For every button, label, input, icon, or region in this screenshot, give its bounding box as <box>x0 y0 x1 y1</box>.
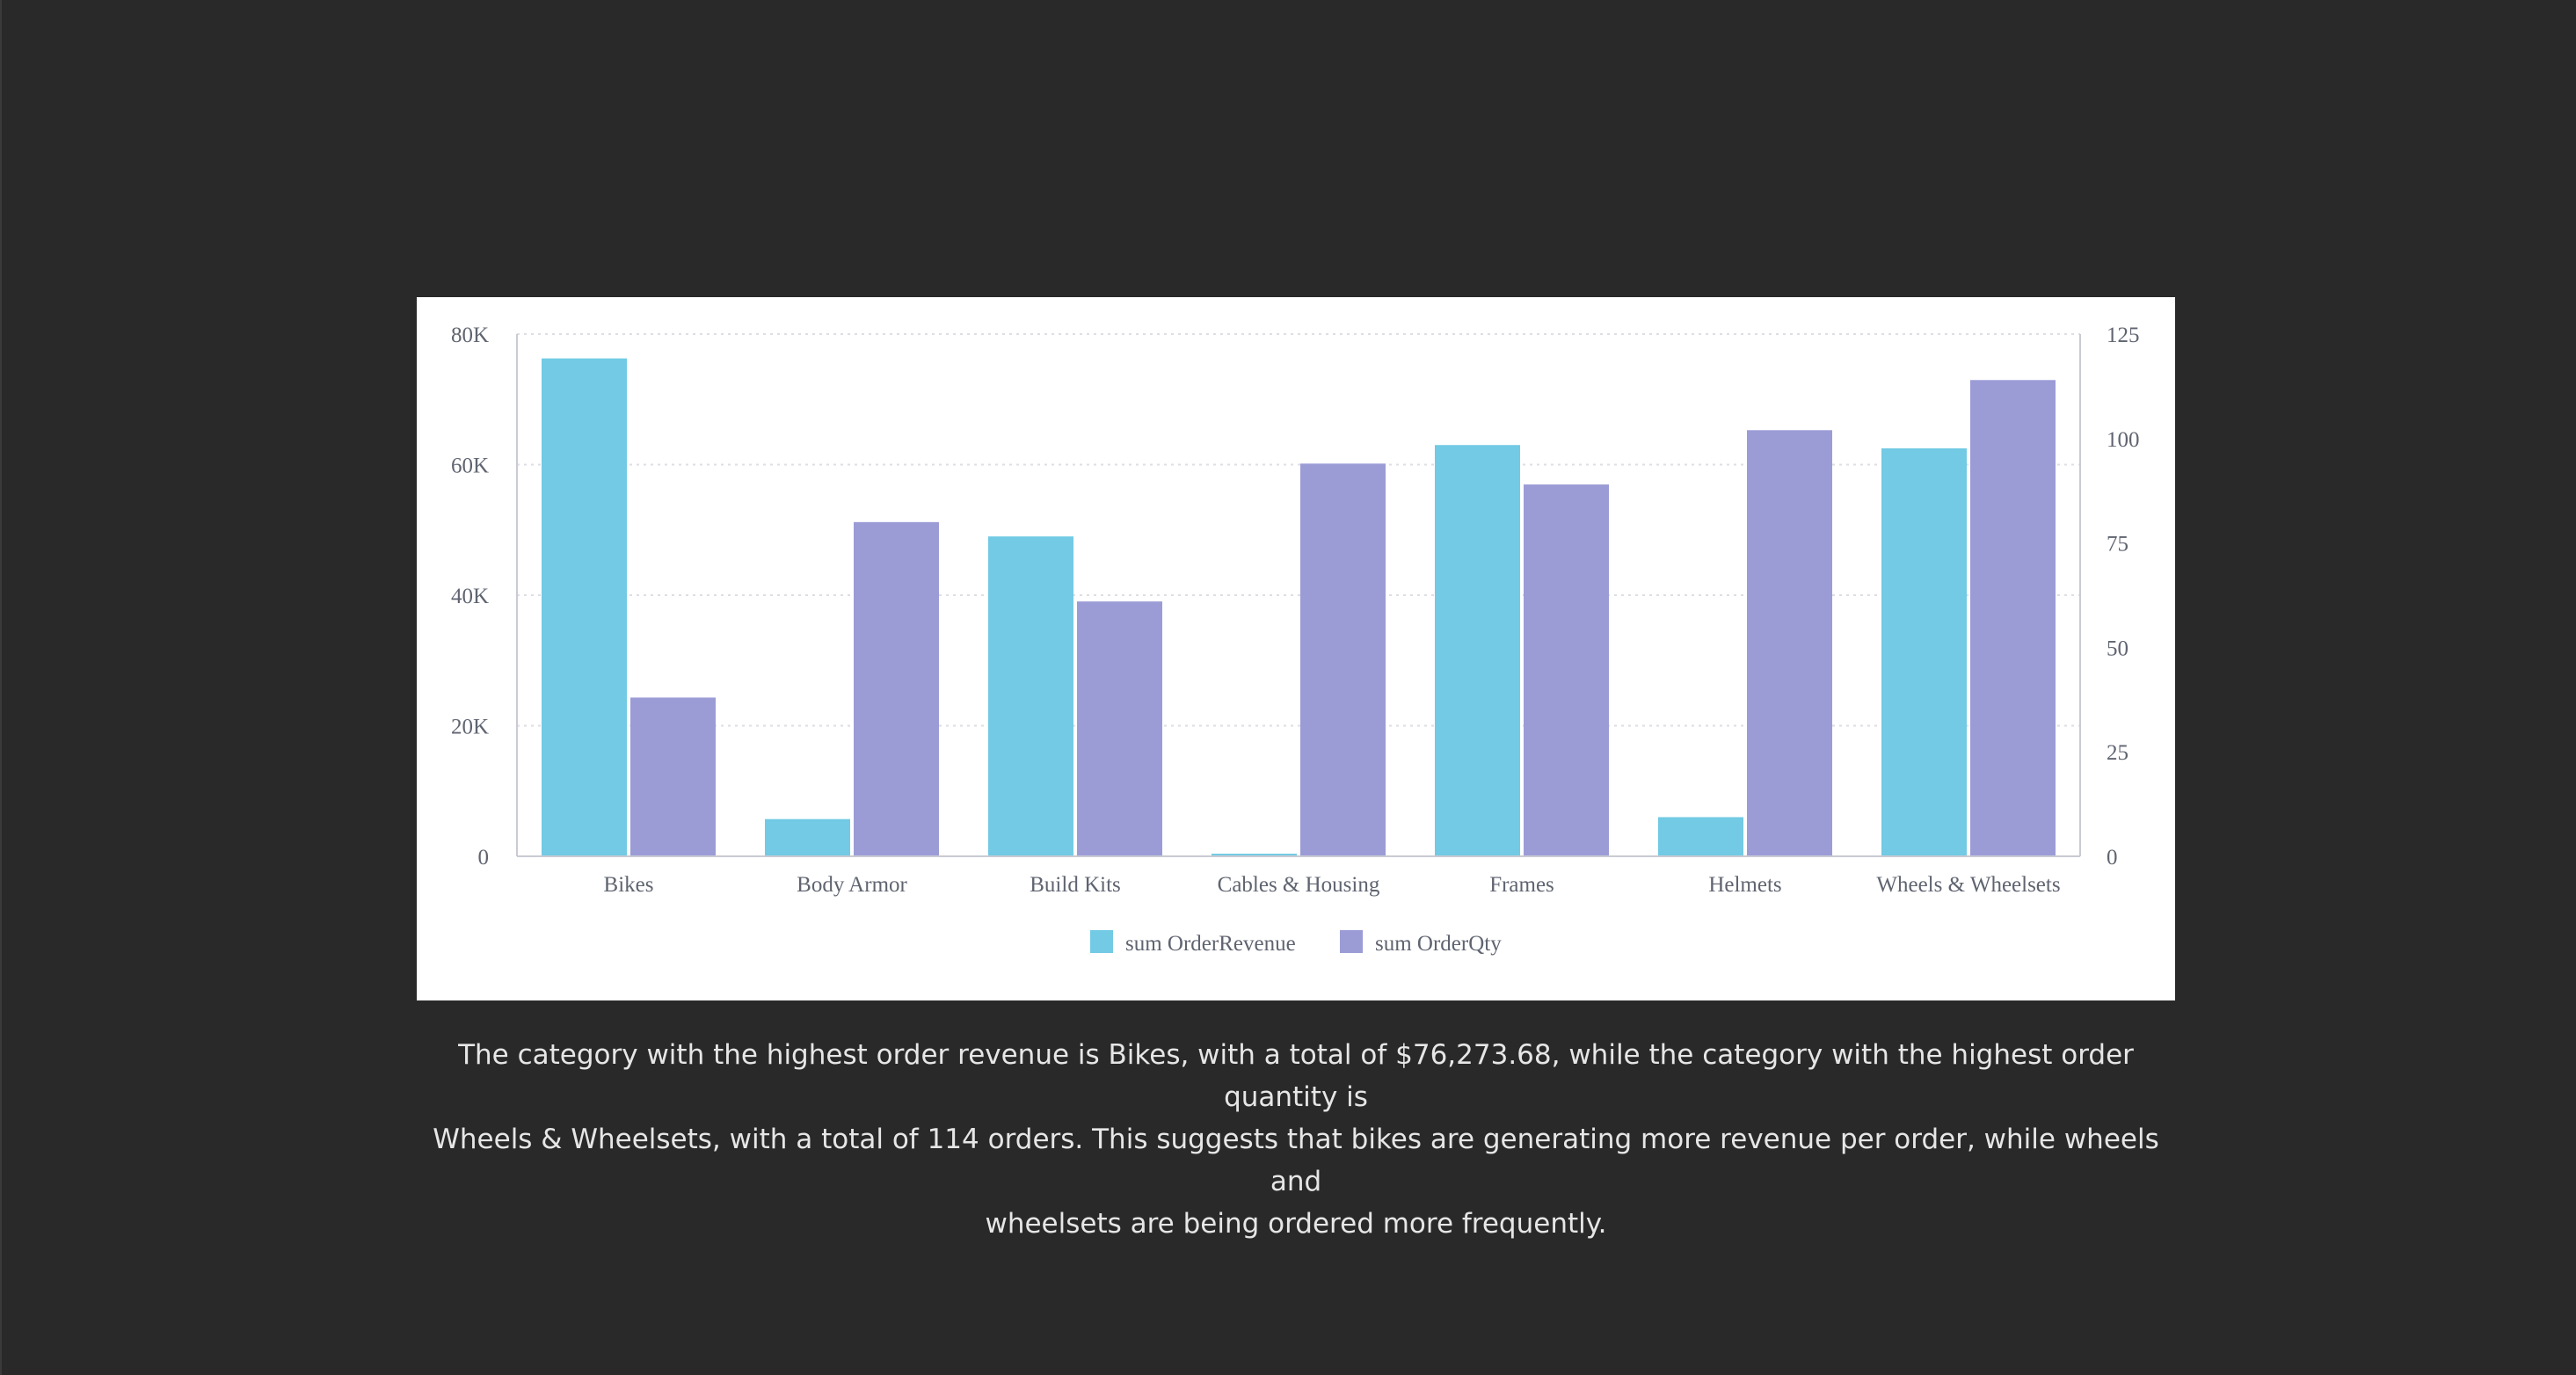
y-right-tick-label: 50 <box>2107 637 2128 660</box>
bar-qty <box>1300 463 1386 856</box>
chart-card: 0 20K 40K 60K 80K 0 25 50 75 100 125 Bikes Body Armo… <box>417 297 2175 1000</box>
window-edge <box>0 0 2 1375</box>
bar-revenue <box>1435 445 1520 856</box>
legend: sum OrderRevenue sum OrderQty <box>1090 930 1502 956</box>
bar-qty <box>1524 484 1609 856</box>
legend-revenue-swatch <box>1090 930 1113 953</box>
bar-revenue <box>765 818 850 856</box>
x-category-label: Body Armor <box>797 873 907 897</box>
y-left-tick-label: 40K <box>451 585 489 608</box>
axes <box>516 334 2081 857</box>
legend-qty-label: sum OrderQty <box>1375 932 1502 956</box>
chart-caption: The category with the highest order reve… <box>417 1034 2175 1245</box>
x-category-label: Build Kits <box>1030 873 1121 897</box>
legend-qty-swatch <box>1340 930 1363 953</box>
y-left-tick-label: 20K <box>451 716 489 739</box>
y-right-tick-label: 0 <box>2107 846 2118 869</box>
bar-chart: 0 20K 40K 60K 80K 0 25 50 75 100 125 Bikes Body Armo… <box>451 324 2140 956</box>
bar-qty <box>1077 601 1162 856</box>
y-left-tick-label: 0 <box>478 846 490 869</box>
axis-labels: 0 20K 40K 60K 80K 0 25 50 75 100 125 Bikes Body Armo… <box>451 324 2140 897</box>
bar-qty <box>630 697 716 856</box>
x-category-label: Frames <box>1489 873 1554 897</box>
bar-qty <box>854 521 939 856</box>
caption-line: wheelsets are being ordered more frequen… <box>985 1208 1607 1240</box>
bar-revenue <box>542 358 627 856</box>
x-category-label: Bikes <box>604 873 654 897</box>
bar-revenue <box>1658 817 1743 856</box>
y-left-tick-label: 80K <box>451 324 489 347</box>
x-category-label: Helmets <box>1708 873 1781 897</box>
caption-line: The category with the highest order reve… <box>458 1039 2134 1113</box>
x-category-label: Wheels & Wheelsets <box>1876 873 2060 897</box>
bar-qty <box>1747 430 1832 856</box>
bar-revenue <box>1881 447 1967 856</box>
legend-revenue-label: sum OrderRevenue <box>1125 932 1296 956</box>
caption-line: Wheels & Wheelsets, with a total of 114 … <box>433 1124 2159 1197</box>
x-category-label: Cables & Housing <box>1218 873 1380 897</box>
gridlines <box>517 333 2080 727</box>
y-right-tick-label: 75 <box>2107 533 2128 557</box>
bar-revenue <box>1212 854 1297 856</box>
y-right-tick-label: 25 <box>2107 741 2128 765</box>
y-right-tick-label: 125 <box>2107 324 2140 347</box>
bars <box>542 358 2056 857</box>
bar-revenue <box>988 536 1073 856</box>
y-right-tick-label: 100 <box>2107 428 2140 452</box>
y-left-tick-label: 60K <box>451 455 489 478</box>
bar-qty <box>1970 380 2056 857</box>
